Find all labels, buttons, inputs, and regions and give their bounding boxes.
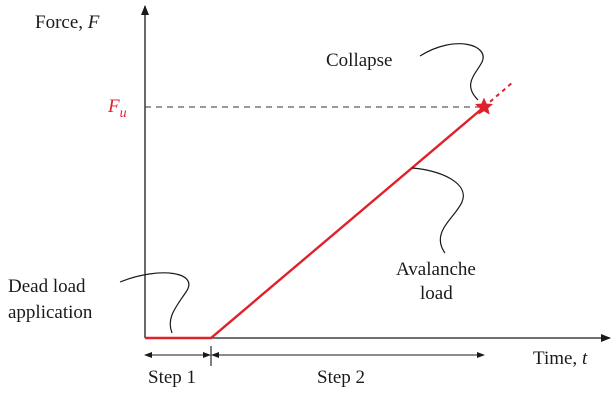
dead-load-label-line1: Dead load xyxy=(8,276,86,297)
dead-load-leader-curve xyxy=(119,272,190,334)
avalanche-leader-curve xyxy=(411,167,464,254)
step1-label: Step 1 xyxy=(148,367,196,388)
load-path-line xyxy=(145,106,485,340)
load-path-extension-dashed xyxy=(483,81,514,108)
dead-load-label-line2: application xyxy=(8,302,93,323)
step2-label: Step 2 xyxy=(317,367,365,388)
x-axis-label: Time, t xyxy=(533,348,588,369)
collapse-star-icon xyxy=(475,97,493,115)
y-axis-label: Force, F xyxy=(35,12,100,33)
ultimate-load-label: Fu xyxy=(107,96,127,121)
collapse-leader-curve xyxy=(419,43,484,101)
avalanche-label-line2: load xyxy=(420,283,453,304)
collapse-label: Collapse xyxy=(326,50,393,71)
avalanche-label-line1: Avalanche xyxy=(396,259,476,280)
